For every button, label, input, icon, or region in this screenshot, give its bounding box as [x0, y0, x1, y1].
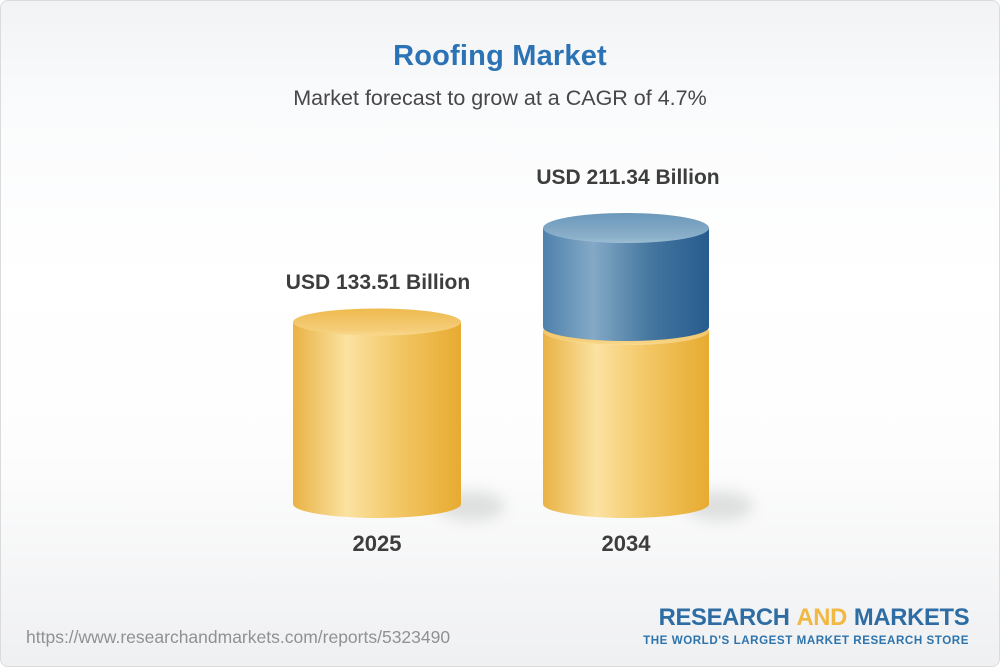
- report-url-link[interactable]: https://www.researchandmarkets.com/repor…: [26, 627, 451, 647]
- logo-word-research: RESEARCH: [658, 604, 790, 631]
- logo-wordmark: RESEARCH AND MARKETS: [658, 605, 969, 631]
- page-subtitle: Market forecast to grow at a CAGR of 4.7…: [293, 86, 707, 110]
- bar-2034-cylinder: [543, 213, 709, 518]
- logo-word-markets: MARKETS: [853, 604, 970, 631]
- bar-2025-cylinder: [293, 308, 461, 518]
- research-and-markets-logo: RESEARCH AND MARKETS THE WORLD'S LARGEST…: [643, 605, 969, 647]
- logo-word-and: AND: [796, 604, 847, 631]
- page-title: Roofing Market: [393, 40, 607, 72]
- bar-2034-base-segment: [543, 317, 709, 518]
- value-label-2034: USD 211.34 Billion: [536, 166, 720, 189]
- category-label-2025: 2025: [352, 531, 402, 556]
- value-label-2025: USD 133.51 Billion: [285, 271, 471, 294]
- logo-tagline: THE WORLD'S LARGEST MARKET RESEARCH STOR…: [643, 633, 969, 647]
- category-label-2034: 2034: [601, 531, 651, 556]
- bar-2034-growth-segment: [543, 213, 709, 341]
